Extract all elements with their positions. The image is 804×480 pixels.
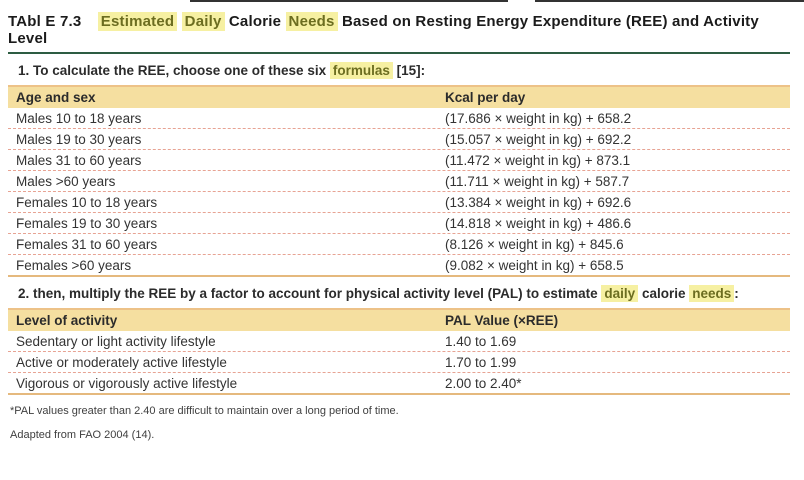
row-value-cell: (11.711 × weight in kg) + 587.7 xyxy=(445,173,630,189)
section-1-highlight-formulas: formulas xyxy=(329,62,393,79)
row-value-cell: 2.00 to 2.40* xyxy=(445,375,522,391)
row-label-cell: Males 10 to 18 years xyxy=(16,110,142,126)
row-label-cell: Active or moderately active lifestyle xyxy=(16,354,227,370)
title-highlight-daily: Daily xyxy=(181,12,225,31)
top-crop-edge-line xyxy=(535,0,804,2)
table-row: Females 19 to 30 years (14.818 × weight … xyxy=(8,213,790,234)
row-label-cell: Vigorous or vigorously active lifestyle xyxy=(16,375,238,391)
column-header-kcal-per-day: Kcal per day xyxy=(445,90,526,105)
ree-formula-table: Age and sex Kcal per day Males 10 to 18 … xyxy=(8,85,790,277)
row-label-cell: Females 31 to 60 years xyxy=(16,236,158,252)
column-header-pal-value: PAL Value (×REE) xyxy=(445,313,559,328)
table-row: Females 31 to 60 years (8.126 × weight i… xyxy=(8,234,790,255)
row-label-cell: Females >60 years xyxy=(16,257,132,273)
section-2-heading: 2. then, multiply the REE by a factor to… xyxy=(18,285,790,302)
section-1-heading: 1. To calculate the REE, choose one of t… xyxy=(18,62,790,79)
section-2-colon: : xyxy=(734,286,739,301)
table-row: Females 10 to 18 years (13.384 × weight … xyxy=(8,192,790,213)
section-1-citation: [15]: xyxy=(396,63,426,78)
table-row: Sedentary or light activity lifestyle 1.… xyxy=(8,331,790,352)
table-row: Males 19 to 30 years (15.057 × weight in… xyxy=(8,129,790,150)
title-highlight-estimated: Estimated xyxy=(97,12,178,31)
table-number-label: TAbl E 7.3 xyxy=(8,13,82,30)
row-value-cell: (11.472 × weight in kg) + 873.1 xyxy=(445,152,631,168)
top-crop-edge-line xyxy=(190,0,508,2)
row-label-cell: Sedentary or light activity lifestyle xyxy=(16,333,216,349)
title-text: Calorie xyxy=(228,13,282,30)
row-label-cell: Males 31 to 60 years xyxy=(16,152,142,168)
source-attribution: Adapted from FAO 2004 (14). xyxy=(10,429,155,441)
table-figure: TAbl E 7.3 Estimated Daily Calorie Needs… xyxy=(8,8,790,441)
row-value-cell: (8.126 × weight in kg) + 845.6 xyxy=(445,236,624,252)
row-value-cell: (15.057 × weight in kg) + 692.2 xyxy=(445,131,632,147)
title-highlight-needs: Needs xyxy=(285,12,338,31)
pal-table-header-row: Level of activity PAL Value (×REE) xyxy=(8,308,790,331)
row-value-cell: (17.686 × weight in kg) + 658.2 xyxy=(445,110,632,126)
ree-table-header-row: Age and sex Kcal per day xyxy=(8,85,790,108)
section-2-text: calorie xyxy=(641,286,686,301)
table-row: Males 31 to 60 years (11.472 × weight in… xyxy=(8,150,790,171)
row-value-cell: (9.082 × weight in kg) + 658.5 xyxy=(445,257,624,273)
column-header-level-of-activity: Level of activity xyxy=(16,313,118,328)
title-rule xyxy=(8,52,790,54)
row-label-cell: Males >60 years xyxy=(16,173,116,189)
row-value-cell: (13.384 × weight in kg) + 692.6 xyxy=(445,194,632,210)
table-row: Males 10 to 18 years (17.686 × weight in… xyxy=(8,108,790,129)
row-label-cell: Females 10 to 18 years xyxy=(16,194,158,210)
table-row: Females >60 years (9.082 × weight in kg)… xyxy=(8,255,790,277)
section-2-text: 2. then, multiply the REE by a factor to… xyxy=(18,286,598,301)
row-value-cell: 1.40 to 1.69 xyxy=(445,333,517,349)
section-2-highlight-daily: daily xyxy=(601,285,639,302)
pal-value-table: Level of activity PAL Value (×REE) Seden… xyxy=(8,308,790,395)
section-2-highlight-needs: needs xyxy=(689,285,735,302)
row-label-cell: Females 19 to 30 years xyxy=(16,215,158,231)
row-value-cell: (14.818 × weight in kg) + 486.6 xyxy=(445,215,632,231)
row-label-cell: Males 19 to 30 years xyxy=(16,131,142,147)
table-row: Males >60 years (11.711 × weight in kg) … xyxy=(8,171,790,192)
column-header-age-and-sex: Age and sex xyxy=(16,90,96,105)
title-text: Based on Resting Energy Expenditure (REE… xyxy=(8,13,759,47)
pal-footnote: *PAL values greater than 2.40 are diffic… xyxy=(10,405,399,417)
table-row: Active or moderately active lifestyle 1.… xyxy=(8,352,790,373)
section-1-text: 1. To calculate the REE, choose one of t… xyxy=(18,63,327,78)
table-title: TAbl E 7.3 Estimated Daily Calorie Needs… xyxy=(8,8,790,47)
table-row: Vigorous or vigorously active lifestyle … xyxy=(8,373,790,395)
row-value-cell: 1.70 to 1.99 xyxy=(445,354,517,370)
